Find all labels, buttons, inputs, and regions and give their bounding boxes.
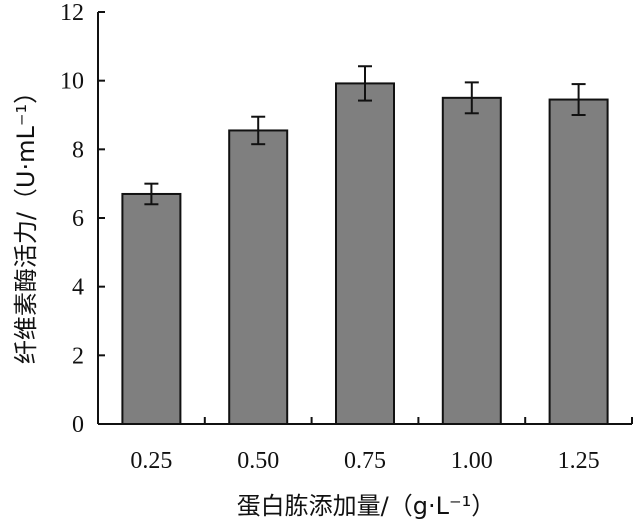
y-tick-label: 6 xyxy=(72,206,84,232)
x-axis-title: 蛋白胨添加量/（g·L⁻¹） xyxy=(237,492,496,520)
y-tick-label: 10 xyxy=(60,69,84,95)
y-tick-label: 0 xyxy=(72,412,84,438)
y-tick-label: 8 xyxy=(72,137,84,163)
y-tick-label: 12 xyxy=(60,0,84,26)
bar-1.25 xyxy=(548,98,609,426)
y-tick-label: 2 xyxy=(72,343,84,369)
bar-0.25 xyxy=(121,192,182,425)
plot-area: 0.25 0.50 0.75 1.00 1.25 0 2 4 6 8 10 12 xyxy=(60,0,633,474)
y-tick-label: 4 xyxy=(72,275,84,301)
x-tick-label: 0.75 xyxy=(344,448,386,474)
bar-0.50 xyxy=(228,129,289,425)
x-tick-label: 0.50 xyxy=(237,448,279,474)
x-tick-label: 1.25 xyxy=(558,448,600,474)
bar-0.75 xyxy=(335,82,395,425)
x-tick-label: 1.00 xyxy=(451,448,493,474)
bar-1.00 xyxy=(441,96,502,425)
y-axis-title: 纤维素酶活力/（U·mL⁻¹） xyxy=(12,80,40,364)
x-tick-label: 0.25 xyxy=(130,448,172,474)
